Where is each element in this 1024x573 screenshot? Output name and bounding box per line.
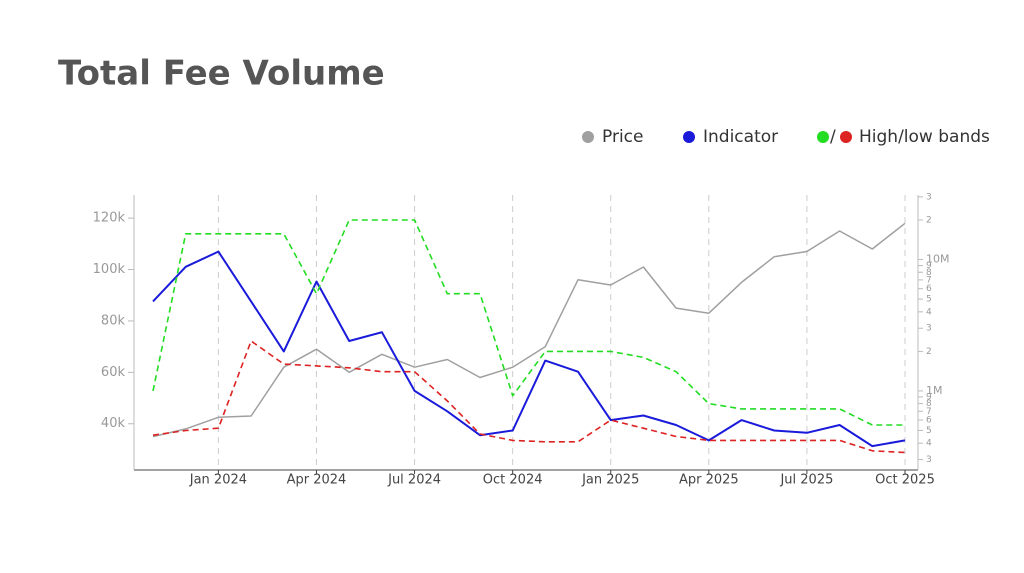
y2-tick-label: 7 bbox=[926, 275, 932, 285]
legend-marker[interactable] bbox=[840, 131, 852, 143]
y-tick-label: 100k bbox=[93, 262, 126, 277]
y2-tick-label: 3 bbox=[926, 324, 932, 334]
y-tick-label: 40k bbox=[101, 416, 126, 431]
x-tick-label: Jan 2025 bbox=[581, 473, 639, 488]
y2-tick-label: 8 bbox=[926, 268, 932, 278]
y2-tick-label: 9 bbox=[926, 392, 932, 402]
legend-marker[interactable] bbox=[683, 131, 695, 143]
y2-tick-label: 5 bbox=[926, 295, 932, 305]
y2-tick-label: 3 bbox=[926, 455, 932, 465]
series-line bbox=[152, 250, 906, 448]
legend-marker[interactable] bbox=[582, 131, 594, 143]
y2-tick-label: 8 bbox=[926, 399, 932, 409]
y2-tick-label: 4 bbox=[926, 439, 932, 449]
y2-tick-label: 6 bbox=[926, 284, 932, 294]
series-line bbox=[152, 340, 906, 454]
y2-tick-label: 6 bbox=[926, 416, 932, 426]
y2-tick-label: 2 bbox=[926, 347, 932, 357]
series-line bbox=[152, 219, 905, 426]
y2-tick-label: 3 bbox=[926, 192, 932, 202]
series-line bbox=[152, 222, 906, 438]
x-tick-label: Jul 2025 bbox=[779, 473, 833, 488]
x-tick-label: Apr 2025 bbox=[679, 473, 739, 488]
y2-tick-label: 10M bbox=[926, 253, 950, 266]
x-tick-label: Oct 2025 bbox=[875, 473, 935, 488]
x-tick-label: Jan 2024 bbox=[189, 473, 247, 488]
chart-title: Total Fee Volume bbox=[58, 54, 385, 94]
y2-tick-label: 7 bbox=[926, 407, 932, 417]
y-tick-label: 120k bbox=[93, 211, 126, 226]
y2-tick-label: 5 bbox=[926, 426, 932, 436]
x-tick-label: Oct 2024 bbox=[483, 473, 543, 488]
y2-tick-label: 1M bbox=[926, 384, 943, 397]
legend-label[interactable]: Price bbox=[602, 127, 643, 147]
y-tick-label: 80k bbox=[101, 313, 126, 328]
y-tick-label: 60k bbox=[101, 365, 126, 380]
y2-tick-label: 2 bbox=[926, 216, 932, 226]
y2-tick-label: 9 bbox=[926, 261, 932, 271]
x-tick-label: Jul 2024 bbox=[387, 473, 441, 488]
legend-label[interactable]: High/low bands bbox=[859, 127, 990, 147]
y2-tick-label: 4 bbox=[926, 307, 932, 317]
legend-label[interactable]: Indicator bbox=[703, 127, 778, 147]
x-tick-label: Apr 2024 bbox=[287, 473, 347, 488]
legend-marker[interactable] bbox=[817, 131, 829, 143]
legend-separator[interactable]: / bbox=[830, 127, 836, 147]
